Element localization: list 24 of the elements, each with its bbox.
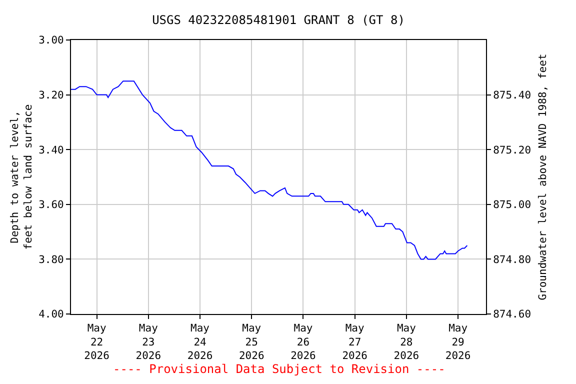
y-axis-title: Depth to water level, feet below land surface [8,104,34,250]
x-tick-label: May 28 2026 [394,322,420,362]
y2-tick-label: 875.40 [493,89,532,102]
y-tick-label: 3.00 [38,34,64,47]
x-tick-label: May 27 2026 [342,322,368,362]
x-tick-label: May 26 2026 [290,322,316,362]
y-tick-label: 3.60 [38,199,64,212]
y2-tick-label: 874.80 [493,254,532,266]
chart-title: USGS 402322085481901 GRANT 8 (GT 8) [152,12,405,27]
y-tick-label: 3.40 [38,144,64,156]
x-tick-label: May 23 2026 [136,322,162,362]
y-tick-label: 3.80 [38,254,64,266]
x-tick-label: May 25 2026 [238,322,264,362]
y2-tick-label: 875.00 [493,199,532,212]
x-tick-label: May 29 2026 [445,322,471,362]
text: ---- Provisional Data Subject to Revision ---- [113,362,446,376]
x-tick-label: May 22 2026 [84,322,110,362]
y-tick-label: 3.20 [38,89,64,102]
y2-tick-label: 875.20 [493,144,532,156]
y2-axis-title: Groundwater level above NAVD 1988, feet [536,54,549,300]
x-tick-label: May 24 2026 [187,322,213,362]
y2-tick-label: 874.60 [493,308,532,321]
y-tick-label: 4.00 [38,308,64,321]
line-series [71,80,468,260]
